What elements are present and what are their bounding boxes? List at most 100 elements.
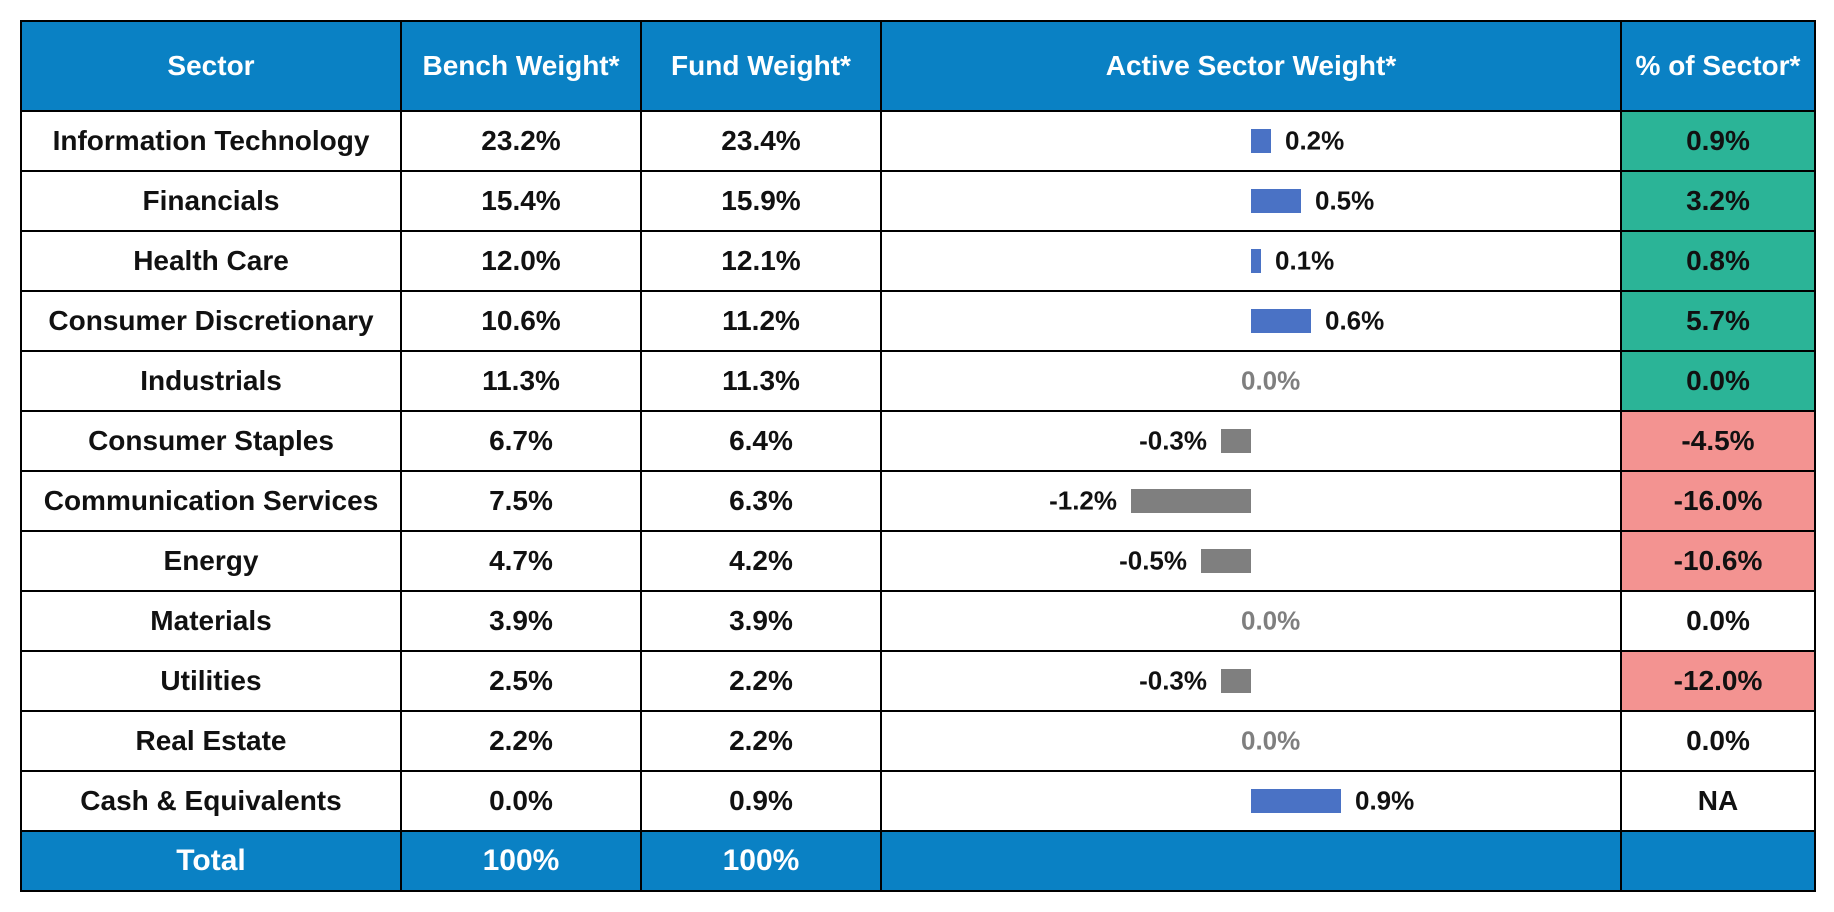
active-weight-label: 0.0% <box>1241 726 1300 757</box>
active-weight-bar <box>1251 789 1341 813</box>
total-fund: 100% <box>641 831 881 891</box>
active-weight-bar <box>1201 549 1251 573</box>
pct-of-sector-value: -4.5% <box>1621 411 1815 471</box>
active-weight-label: 0.6% <box>1325 306 1384 337</box>
pct-of-sector-value: -10.6% <box>1621 531 1815 591</box>
fund-weight-value: 2.2% <box>641 651 881 711</box>
header-active-weight: Active Sector Weight* <box>881 21 1621 111</box>
table-row: Consumer Discretionary10.6%11.2% 0.6% 5.7% <box>21 291 1815 351</box>
pct-of-sector-value: -12.0% <box>1621 651 1815 711</box>
bench-weight-value: 15.4% <box>401 171 641 231</box>
header-pct-of-sector: % of Sector* <box>1621 21 1815 111</box>
pct-of-sector-value: 0.8% <box>1621 231 1815 291</box>
active-weight-label: -0.3% <box>1139 426 1207 457</box>
sector-name: Consumer Staples <box>21 411 401 471</box>
total-label: Total <box>21 831 401 891</box>
active-weight-bar <box>1251 189 1301 213</box>
table-row: Real Estate2.2%2.2%0.0%0.0% <box>21 711 1815 771</box>
active-weight-label: -0.5% <box>1119 546 1187 577</box>
active-weight-label: 0.9% <box>1355 786 1414 817</box>
fund-weight-value: 6.4% <box>641 411 881 471</box>
active-weight-cell: 0.0% <box>881 351 1621 411</box>
bench-weight-value: 6.7% <box>401 411 641 471</box>
sector-name: Utilities <box>21 651 401 711</box>
active-weight-cell: 0.2% <box>881 111 1621 171</box>
pct-of-sector-value: 0.0% <box>1621 591 1815 651</box>
table-row: Communication Services7.5%6.3% -1.2% -16.0… <box>21 471 1815 531</box>
fund-weight-value: 2.2% <box>641 711 881 771</box>
total-pct-empty <box>1621 831 1815 891</box>
active-weight-bar <box>1221 429 1251 453</box>
sector-name: Real Estate <box>21 711 401 771</box>
pct-of-sector-value: 0.0% <box>1621 351 1815 411</box>
active-weight-label: 0.0% <box>1241 606 1300 637</box>
bench-weight-value: 23.2% <box>401 111 641 171</box>
active-weight-bar <box>1131 489 1251 513</box>
fund-weight-value: 3.9% <box>641 591 881 651</box>
bench-weight-value: 2.5% <box>401 651 641 711</box>
sector-name: Communication Services <box>21 471 401 531</box>
fund-weight-value: 0.9% <box>641 771 881 831</box>
bench-weight-value: 11.3% <box>401 351 641 411</box>
bench-weight-value: 10.6% <box>401 291 641 351</box>
table-header-row: Sector Bench Weight* Fund Weight* Active… <box>21 21 1815 111</box>
fund-weight-value: 15.9% <box>641 171 881 231</box>
active-weight-cell: -0.3% <box>881 651 1621 711</box>
active-weight-bar <box>1221 669 1251 693</box>
active-weight-label: 0.0% <box>1241 366 1300 397</box>
sector-name: Industrials <box>21 351 401 411</box>
header-fund-weight: Fund Weight* <box>641 21 881 111</box>
active-weight-label: 0.1% <box>1275 246 1334 277</box>
active-weight-cell: -0.5% <box>881 531 1621 591</box>
active-weight-cell: 0.6% <box>881 291 1621 351</box>
sector-name: Materials <box>21 591 401 651</box>
pct-of-sector-value: 3.2% <box>1621 171 1815 231</box>
active-weight-cell: -0.3% <box>881 411 1621 471</box>
active-weight-cell: 0.0% <box>881 591 1621 651</box>
sector-name: Information Technology <box>21 111 401 171</box>
bench-weight-value: 0.0% <box>401 771 641 831</box>
table-row: Materials3.9%3.9%0.0%0.0% <box>21 591 1815 651</box>
active-weight-bar <box>1251 249 1261 273</box>
fund-weight-value: 6.3% <box>641 471 881 531</box>
sector-name: Consumer Discretionary <box>21 291 401 351</box>
pct-of-sector-value: NA <box>1621 771 1815 831</box>
total-active-empty <box>881 831 1621 891</box>
pct-of-sector-value: 5.7% <box>1621 291 1815 351</box>
active-weight-cell: 0.1% <box>881 231 1621 291</box>
bench-weight-value: 3.9% <box>401 591 641 651</box>
table-total-row: Total100%100% <box>21 831 1815 891</box>
active-weight-label: -1.2% <box>1049 486 1117 517</box>
bench-weight-value: 12.0% <box>401 231 641 291</box>
active-weight-label: 0.5% <box>1315 186 1374 217</box>
sector-weights-table: Sector Bench Weight* Fund Weight* Active… <box>20 20 1816 892</box>
fund-weight-value: 4.2% <box>641 531 881 591</box>
table-row: Cash & Equivalents0.0%0.9%0.9%NA <box>21 771 1815 831</box>
table-row: Health Care12.0%12.1%0.1%0.8% <box>21 231 1815 291</box>
fund-weight-value: 23.4% <box>641 111 881 171</box>
bench-weight-value: 7.5% <box>401 471 641 531</box>
table-row: Industrials11.3%11.3%0.0%0.0% <box>21 351 1815 411</box>
table-row: Information Technology23.2%23.4% 0.2% 0.9% <box>21 111 1815 171</box>
pct-of-sector-value: 0.0% <box>1621 711 1815 771</box>
fund-weight-value: 11.3% <box>641 351 881 411</box>
active-weight-cell: 0.0% <box>881 711 1621 771</box>
sector-name: Financials <box>21 171 401 231</box>
active-weight-cell: 0.5% <box>881 171 1621 231</box>
fund-weight-value: 12.1% <box>641 231 881 291</box>
sector-name: Cash & Equivalents <box>21 771 401 831</box>
active-weight-cell: -1.2% <box>881 471 1621 531</box>
pct-of-sector-value: -16.0% <box>1621 471 1815 531</box>
header-bench-weight: Bench Weight* <box>401 21 641 111</box>
total-bench: 100% <box>401 831 641 891</box>
header-sector: Sector <box>21 21 401 111</box>
table-row: Financials15.4%15.9% 0.5% 3.2% <box>21 171 1815 231</box>
active-weight-cell: 0.9% <box>881 771 1621 831</box>
table-row: Energy4.7%4.2%-0.5%-10.6% <box>21 531 1815 591</box>
active-weight-label: 0.2% <box>1285 126 1344 157</box>
active-weight-bar <box>1251 309 1311 333</box>
table-row: Utilities2.5%2.2%-0.3%-12.0% <box>21 651 1815 711</box>
fund-weight-value: 11.2% <box>641 291 881 351</box>
pct-of-sector-value: 0.9% <box>1621 111 1815 171</box>
sector-name: Energy <box>21 531 401 591</box>
